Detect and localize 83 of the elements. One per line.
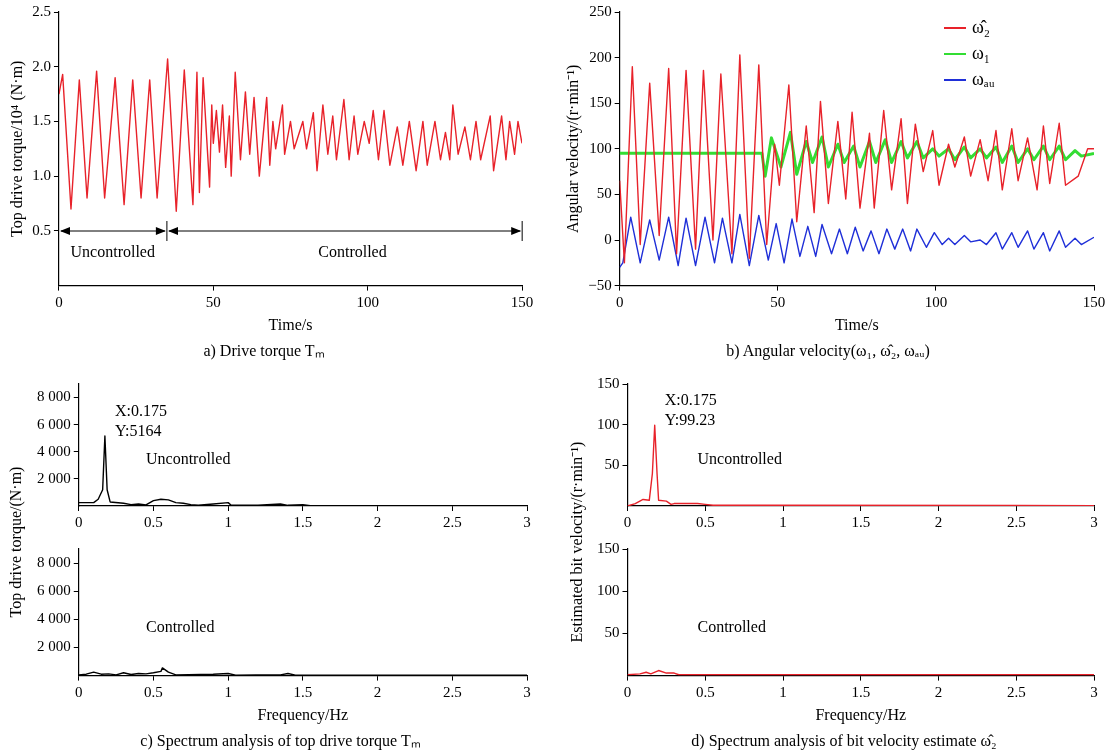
x-tick-label: 2.5 [1006, 683, 1026, 700]
y-tick-label: 1.5 [32, 112, 51, 129]
x-tick-label: 1 [224, 513, 232, 530]
text: c) Spectrum analysis of top drive torque Tₘ [140, 731, 421, 750]
y-tick-label: 100 [597, 415, 620, 432]
x-tick-label: 150 [510, 293, 534, 310]
y-tick-label: 8 000 [37, 388, 71, 405]
x-tick-label: 1 [779, 683, 787, 700]
text: a) Drive torque Tₘ [203, 341, 325, 360]
x-tick-label: 0.5 [695, 513, 715, 530]
x-tick-label: 2 [373, 683, 382, 700]
legend-label: ω₁ [972, 42, 991, 63]
y-tick-label: 4 000 [37, 610, 71, 627]
y-tick-label: 100 [589, 139, 612, 156]
x-axis-title: Frequency/Hz [257, 706, 349, 725]
legend-label: ω̂₂ [972, 16, 991, 37]
x-tick-label: 1.5 [293, 513, 313, 530]
y-tick-label: 8 000 [37, 554, 71, 570]
annotation: Controlled [318, 242, 387, 260]
legend-label: ωₐᵤ [972, 68, 995, 89]
y-tick-label: 2 000 [37, 469, 71, 486]
y-axis-title: Estimated bit velocity/(r·min⁻¹) [567, 441, 587, 643]
y-tick-label: 2 000 [37, 638, 71, 655]
x-tick-label: 2 [373, 513, 382, 530]
x-tick-label: 1.5 [851, 513, 871, 530]
annotation: Controlled [145, 617, 215, 635]
x-tick-label: 0 [75, 513, 83, 530]
x-tick-label: 50 [770, 293, 786, 310]
y-tick-label: 50 [604, 456, 620, 473]
y-tick-label: 1.0 [32, 167, 51, 184]
y-tick-label: 4 000 [37, 442, 71, 459]
annotation: Uncontrolled [145, 449, 231, 467]
x-tick-label: 1.5 [293, 683, 313, 700]
y-tick-label: 200 [589, 48, 612, 65]
x-tick-label: 2.5 [442, 513, 462, 530]
annotation: Uncontrolled [70, 242, 155, 260]
x-tick-label: 2.5 [442, 683, 462, 700]
y-tick-label: 2.5 [32, 2, 51, 19]
x-axis-title: Frequency/Hz [815, 706, 907, 725]
annotation: X:0.175 Y:99.23 [664, 391, 717, 429]
x-tick-label: 3 [523, 513, 531, 530]
x-axis-title: Time/s [834, 316, 879, 334]
x-tick-label: 100 [924, 293, 948, 310]
y-tick-label: 150 [589, 94, 612, 111]
text: d) Spectrum analysis of bit velocity estimate ω̂₂ [691, 731, 997, 750]
annotation: X:0.175 Y:5164 [114, 402, 167, 440]
x-tick-label: 3 [1090, 513, 1098, 530]
y-tick-label: −50 [588, 276, 612, 293]
y-axis-title: Top drive torque/(N·m) [7, 466, 25, 618]
y-tick-label: 50 [604, 624, 620, 641]
y-axis-title: Top drive torque/10⁴ (N·m) [7, 60, 26, 238]
annotation: Uncontrolled [697, 449, 782, 467]
y-tick-label: 150 [597, 539, 620, 556]
x-tick-label: 1.5 [851, 683, 871, 700]
x-tick-label: 1 [224, 683, 232, 700]
x-tick-label: 2.5 [1006, 513, 1026, 530]
y-tick-label: 0.5 [32, 221, 51, 238]
x-tick-label: 1 [779, 513, 787, 530]
y-tick-label: 100 [597, 582, 620, 599]
y-tick-label: 2.0 [32, 57, 51, 74]
y-tick-label: 6 000 [37, 415, 71, 432]
y-tick-label: 50 [596, 185, 612, 202]
x-tick-label: 0 [623, 683, 632, 700]
x-tick-label: 0.5 [144, 683, 163, 700]
x-tick-label: 0.5 [144, 513, 163, 530]
x-tick-label: 0 [623, 513, 632, 530]
x-tick-label: 0.5 [695, 683, 715, 700]
x-tick-label: 3 [1090, 683, 1098, 700]
y-tick-label: 0 [604, 230, 612, 247]
text: b) Angular velocity(ω₁, ω̂₂, ωₐᵤ) [726, 341, 930, 360]
x-tick-label: 100 [356, 293, 379, 310]
x-tick-label: 3 [523, 683, 531, 700]
x-tick-label: 150 [1082, 293, 1106, 310]
x-tick-label: 2 [934, 513, 943, 530]
annotation: Controlled [697, 617, 766, 635]
y-tick-label: 6 000 [37, 582, 71, 599]
x-tick-label: 0 [75, 683, 83, 700]
x-tick-label: 2 [934, 683, 943, 700]
y-tick-label: 250 [589, 2, 612, 19]
x-tick-label: 50 [205, 293, 221, 310]
x-axis-title: Time/s [268, 316, 313, 334]
y-tick-label: 150 [597, 374, 620, 391]
y-axis-title: Angular velocity/(r·min⁻¹) [563, 64, 582, 234]
